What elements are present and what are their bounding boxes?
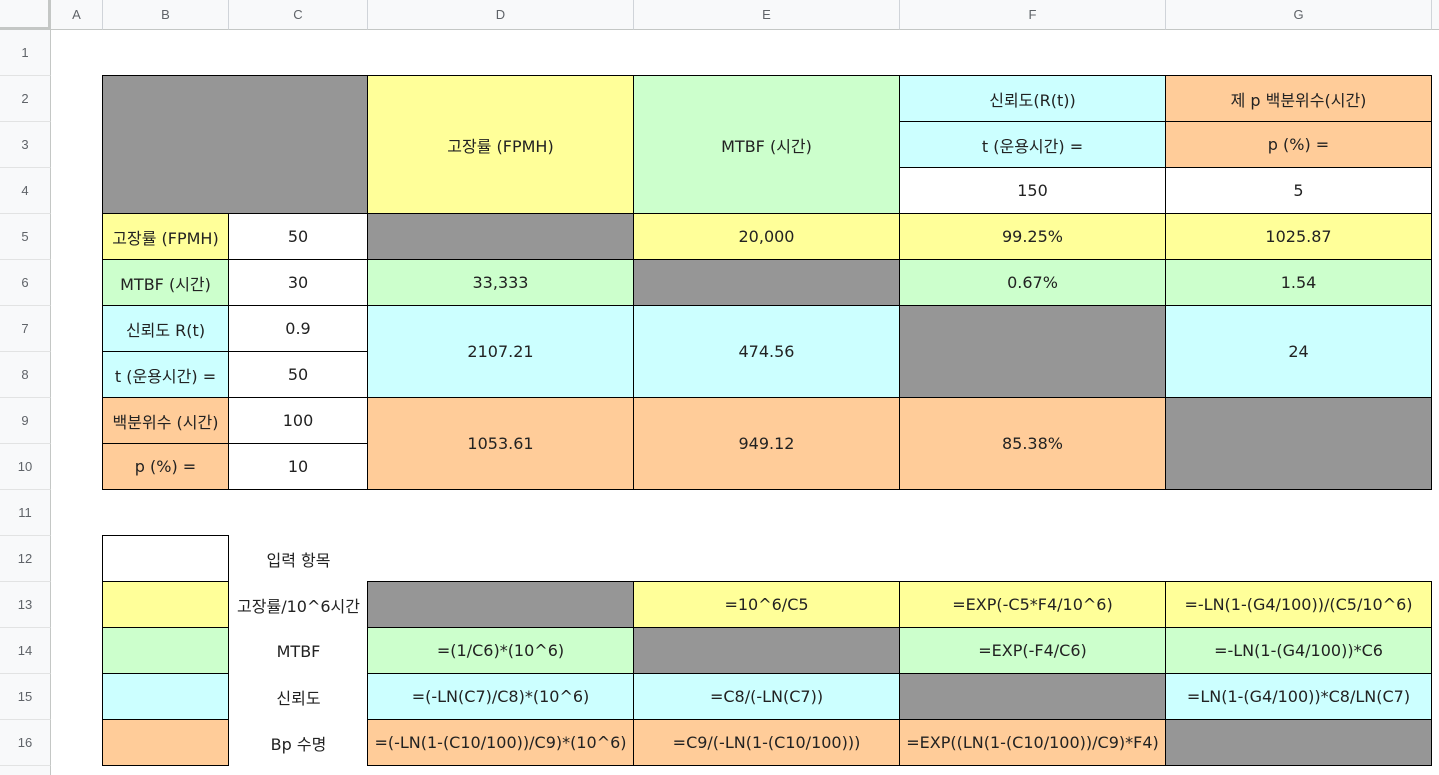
- cell-c15-label[interactable]: 신뢰도: [276, 689, 321, 708]
- cell-c10-p-input[interactable]: 10: [229, 444, 368, 490]
- row-header-10[interactable]: 10: [0, 444, 51, 490]
- row-header-9[interactable]: 9: [0, 398, 51, 444]
- cell-b15-legend-cyan[interactable]: [102, 674, 229, 720]
- cell-c5-fpmh-input[interactable]: 50: [229, 214, 368, 260]
- row-header-16[interactable]: 16: [0, 720, 51, 766]
- cell-e6-gray[interactable]: [634, 260, 900, 306]
- cell-f13-formula[interactable]: =EXP(-C5*F4/10^6): [900, 581, 1166, 628]
- cell-g2-percentile-header[interactable]: 제 p 백분위수(시간): [1166, 75, 1432, 122]
- cell-b9-percentile-label[interactable]: 백분위수 (시간): [102, 398, 229, 444]
- column-header-a[interactable]: A: [51, 0, 103, 30]
- cell-b10-p-label[interactable]: p (%) =: [102, 444, 229, 490]
- cell-e14-gray[interactable]: [634, 628, 900, 674]
- cell-c16-label[interactable]: Bp 수명: [270, 735, 327, 754]
- cell-d6-result[interactable]: 33,333: [368, 260, 634, 306]
- row-header-13[interactable]: 13: [0, 582, 51, 628]
- cell-d14-formula[interactable]: =(1/C6)*(10^6): [367, 628, 634, 674]
- column-header-f[interactable]: F: [900, 0, 1166, 30]
- cell-e7-result[interactable]: 474.56: [634, 306, 900, 398]
- cell-b14-legend-green[interactable]: [102, 628, 229, 674]
- cell-g4-p-value[interactable]: 5: [1166, 168, 1432, 214]
- cell-c12-input-item-label[interactable]: 입력 항목: [266, 551, 331, 570]
- cell-g13-formula[interactable]: =-LN(1-(G4/100))/(C5/10^6): [1166, 581, 1432, 628]
- row-header-12[interactable]: 12: [0, 536, 51, 582]
- cell-f15-gray[interactable]: [900, 674, 1166, 720]
- cell-c7-reliability-input[interactable]: 0.9: [229, 306, 368, 352]
- row-header-3[interactable]: 3: [0, 122, 51, 168]
- cell-d16-formula[interactable]: =(-LN(1-(C10/100))/C9)*(10^6): [367, 720, 634, 766]
- cell-b7-reliability-label[interactable]: 신뢰도 R(t): [102, 306, 229, 352]
- cell-f2-reliability-header[interactable]: 신뢰도(R(t)): [900, 75, 1166, 122]
- row-header-5[interactable]: 5: [0, 214, 51, 260]
- cell-e15-formula[interactable]: =C8/(-LN(C7)): [634, 674, 900, 720]
- row-header-14[interactable]: 14: [0, 628, 51, 674]
- cell-b8-t-label[interactable]: t (운용시간) =: [102, 352, 229, 398]
- column-header-e[interactable]: E: [634, 0, 900, 30]
- select-all-corner[interactable]: [0, 0, 51, 30]
- cell-e5-result[interactable]: 20,000: [634, 214, 900, 260]
- column-header-c[interactable]: C: [229, 0, 368, 30]
- cell-e9-result[interactable]: 949.12: [634, 398, 900, 490]
- row-header-2[interactable]: 2: [0, 76, 51, 122]
- column-header-d[interactable]: D: [368, 0, 634, 30]
- cell-b5-fpmh-label[interactable]: 고장률 (FPMH): [102, 214, 229, 260]
- cell-f9-result[interactable]: 85.38%: [900, 398, 1166, 490]
- cell-g7-result[interactable]: 24: [1166, 306, 1432, 398]
- cell-d13-gray[interactable]: [367, 581, 634, 628]
- row-header-1[interactable]: 1: [0, 30, 51, 76]
- row-header-11[interactable]: 11: [0, 490, 51, 536]
- row-header-6[interactable]: 6: [0, 260, 51, 306]
- cell-c8-t-input[interactable]: 50: [229, 352, 368, 398]
- cell-f3-t-label[interactable]: t (운용시간) =: [900, 122, 1166, 168]
- cell-b6-mtbf-label[interactable]: MTBF (시간): [102, 260, 229, 306]
- cell-e2-mtbf-header[interactable]: MTBF (시간): [634, 75, 900, 214]
- cell-g9-gray[interactable]: [1166, 398, 1432, 490]
- row-header-7[interactable]: 7: [0, 306, 51, 352]
- cell-g5-result[interactable]: 1025.87: [1166, 214, 1432, 260]
- cell-c9-percentile-input[interactable]: 100: [229, 398, 368, 444]
- cell-c13-label[interactable]: 고장률/10^6시간: [237, 597, 360, 616]
- cell-d2-fpmh-header[interactable]: 고장률 (FPMH): [368, 75, 634, 214]
- cell-e16-formula[interactable]: =C9/(-LN(1-(C10/100))): [634, 720, 900, 766]
- cell-d7-result[interactable]: 2107.21: [368, 306, 634, 398]
- cell-b16-legend-orange[interactable]: [102, 720, 229, 766]
- cell-f5-result[interactable]: 99.25%: [900, 214, 1166, 260]
- cell-b12-legend-white[interactable]: [102, 535, 229, 582]
- cell-g14-formula[interactable]: =-LN(1-(G4/100))*C6: [1166, 628, 1432, 674]
- cell-g6-result[interactable]: 1.54: [1166, 260, 1432, 306]
- cell-b13-legend-yellow[interactable]: [102, 582, 229, 628]
- cell-g3-p-label[interactable]: p (%) =: [1166, 122, 1432, 168]
- column-header-h-partial[interactable]: [1432, 0, 1439, 30]
- cell-c6-mtbf-input[interactable]: 30: [229, 260, 368, 306]
- cell-d9-result[interactable]: 1053.61: [368, 398, 634, 490]
- cell-f7-gray[interactable]: [900, 306, 1166, 398]
- row-header-8[interactable]: 8: [0, 352, 51, 398]
- cell-g15-formula[interactable]: =LN(1-(G4/100))*C8/LN(C7): [1166, 674, 1432, 720]
- cell-d5-gray[interactable]: [368, 214, 634, 260]
- row-header-4[interactable]: 4: [0, 168, 51, 214]
- row-header-15[interactable]: 15: [0, 674, 51, 720]
- cell-e13-formula[interactable]: =10^6/C5: [634, 581, 900, 628]
- cell-f14-formula[interactable]: =EXP(-F4/C6): [900, 628, 1166, 674]
- cell-f16-formula[interactable]: =EXP((LN(1-(C10/100))/C9)*F4): [900, 720, 1166, 766]
- cell-b2-c4-gray[interactable]: [102, 75, 368, 214]
- cell-g16-gray[interactable]: [1166, 720, 1432, 766]
- cell-d15-formula[interactable]: =(-LN(C7)/C8)*(10^6): [367, 674, 634, 720]
- cell-c14-label[interactable]: MTBF: [276, 641, 321, 661]
- cell-f4-t-value[interactable]: 150: [900, 168, 1166, 214]
- cell-f6-result[interactable]: 0.67%: [900, 260, 1166, 306]
- column-header-b[interactable]: B: [103, 0, 229, 30]
- column-header-g[interactable]: G: [1166, 0, 1432, 30]
- row-header-17-partial[interactable]: [0, 766, 51, 775]
